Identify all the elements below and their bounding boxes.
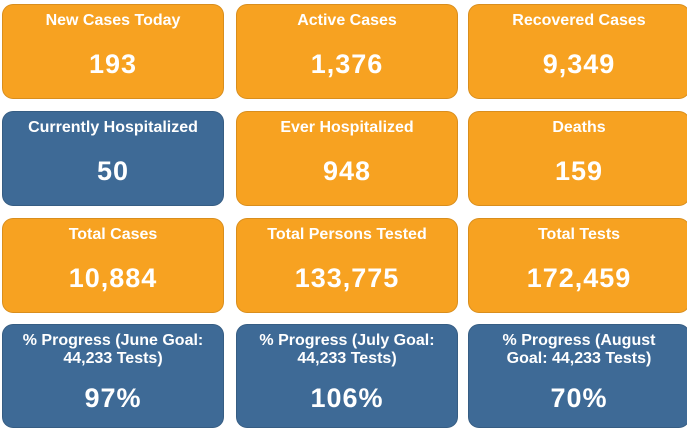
card-value: 159	[554, 156, 604, 186]
kpi-card: Deaths 159	[468, 111, 687, 206]
card-label: Ever Hospitalized	[280, 119, 414, 136]
kpi-card: Currently Hospitalized 50	[2, 111, 224, 206]
card-label: Total Cases	[68, 226, 158, 243]
card-value: 133,775	[294, 263, 400, 293]
card-value: 50	[96, 156, 130, 186]
card-label: % Progress (August Goal: 44,233 Tests)	[502, 332, 656, 367]
card-value: 97%	[84, 383, 142, 413]
kpi-card: Ever Hospitalized 948	[236, 111, 458, 206]
card-value: 10,884	[68, 263, 158, 293]
card-label: Recovered Cases	[512, 12, 646, 29]
card-label: Deaths	[552, 119, 606, 136]
card-label: Currently Hospitalized	[28, 119, 198, 136]
kpi-card: Total Cases 10,884	[2, 218, 224, 313]
kpi-card: % Progress (August Goal: 44,233 Tests) 70…	[468, 324, 687, 428]
card-value: 1,376	[310, 49, 384, 79]
card-value: 70%	[550, 383, 608, 413]
card-label: Total Persons Tested	[267, 226, 427, 243]
kpi-card: Active Cases 1,376	[236, 4, 458, 99]
kpi-card: % Progress (June Goal: 44,233 Tests) 97%	[2, 324, 224, 428]
card-label: % Progress (July Goal: 44,233 Tests)	[259, 332, 435, 367]
kpi-card: Recovered Cases 9,349	[468, 4, 687, 99]
card-label: Active Cases	[297, 12, 397, 29]
kpi-card: % Progress (July Goal: 44,233 Tests) 106%	[236, 324, 458, 428]
card-value: 106%	[310, 383, 384, 413]
kpi-card: Total Persons Tested 133,775	[236, 218, 458, 313]
card-label: New Cases Today	[45, 12, 181, 29]
card-label: % Progress (June Goal: 44,233 Tests)	[22, 332, 204, 367]
card-value: 948	[322, 156, 372, 186]
kpi-card: Total Tests 172,459	[468, 218, 687, 313]
card-label: Total Tests	[537, 226, 621, 243]
card-value: 193	[88, 49, 138, 79]
card-value: 9,349	[542, 49, 616, 79]
kpi-card: New Cases Today 193	[2, 4, 224, 99]
card-value: 172,459	[526, 263, 632, 293]
